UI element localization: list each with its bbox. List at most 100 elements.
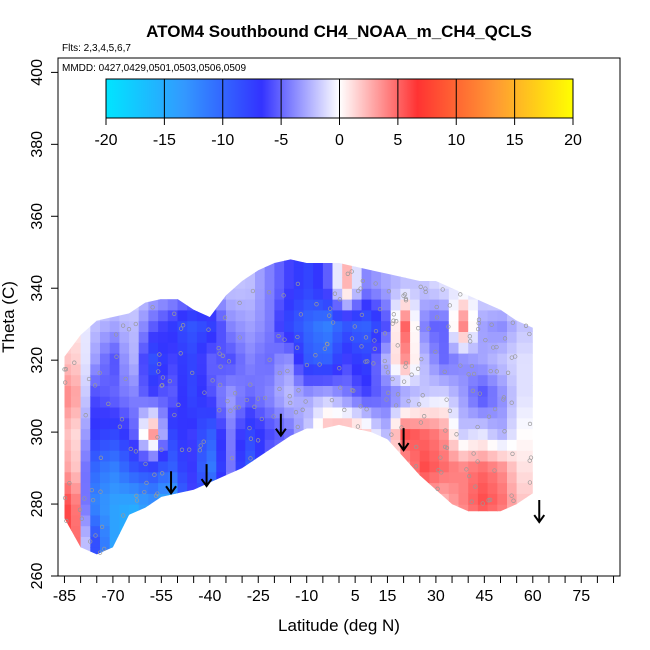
field-cell <box>410 353 421 365</box>
field-cell <box>400 482 411 494</box>
field-cell <box>177 482 188 494</box>
field-cell <box>158 385 169 397</box>
field-cell <box>264 259 275 268</box>
field-cell <box>206 331 217 343</box>
field-cell <box>255 353 266 365</box>
sample-point <box>447 408 453 413</box>
field-cell <box>80 471 91 484</box>
sample-point <box>372 346 377 351</box>
field-cell <box>497 309 508 322</box>
field-cell <box>419 439 430 451</box>
field-cell <box>400 417 411 430</box>
field-cell <box>526 471 533 484</box>
field-cell <box>264 547 275 555</box>
sample-point <box>423 286 428 291</box>
field-cell <box>332 471 343 484</box>
field-cell <box>100 277 111 289</box>
flight-arrow <box>533 500 546 524</box>
field-cell <box>138 460 149 473</box>
field-cell <box>419 525 430 537</box>
field-cell <box>264 406 275 419</box>
field-cell <box>468 504 479 516</box>
sample-point <box>458 292 463 297</box>
sample-point <box>328 306 333 311</box>
field-cell <box>119 266 130 278</box>
sample-point <box>469 499 474 504</box>
sample-point <box>391 318 396 323</box>
field-cell <box>138 309 149 322</box>
field-cell <box>129 428 140 440</box>
field-cell <box>458 299 469 311</box>
field-cell <box>477 396 489 408</box>
field-cell <box>226 514 237 527</box>
field-cell <box>458 450 469 462</box>
field-cell <box>429 525 440 537</box>
field-cell <box>216 493 227 505</box>
field-cell <box>64 514 72 527</box>
sample-point <box>295 345 300 350</box>
field-cell <box>361 342 372 354</box>
field-cell <box>129 374 140 386</box>
sample-point <box>467 334 472 339</box>
field-cell <box>419 471 430 484</box>
field-cell <box>322 277 334 289</box>
field-cell <box>264 320 275 332</box>
field-cell <box>284 277 295 289</box>
field-cell <box>381 417 392 430</box>
field-cell <box>322 406 334 419</box>
sample-point <box>63 367 69 372</box>
field-cell <box>274 460 285 473</box>
field-cell <box>196 363 208 376</box>
field-cell <box>177 309 188 322</box>
field-cell <box>64 439 72 451</box>
field-cell <box>206 309 217 322</box>
field-cell <box>245 536 256 548</box>
field-cell <box>507 266 518 278</box>
field-cell <box>148 471 159 484</box>
field-cell <box>70 266 82 278</box>
field-cell <box>90 259 101 268</box>
field-cell <box>448 504 460 516</box>
field-cell <box>361 320 372 332</box>
field-cell <box>507 363 518 376</box>
field-cell <box>178 558 188 569</box>
field-cell <box>313 450 324 462</box>
field-cell <box>216 547 227 555</box>
field-cell <box>304 245 314 256</box>
field-cell <box>478 558 488 569</box>
field-cell <box>371 320 382 332</box>
sample-point <box>63 380 68 385</box>
field-cell <box>468 266 479 278</box>
field-cell <box>119 525 130 537</box>
field-cell <box>197 245 207 256</box>
field-cell <box>361 266 372 278</box>
sample-point <box>359 344 364 349</box>
field-cell <box>352 245 362 256</box>
field-cell <box>390 288 401 300</box>
field-cell <box>158 558 168 569</box>
y-tick-label: 360 <box>29 203 46 230</box>
field-cell <box>196 374 208 386</box>
field-cell <box>352 558 362 569</box>
field-cell <box>448 288 460 300</box>
field-cell <box>245 353 256 365</box>
field-cell <box>313 245 323 256</box>
field-cell <box>206 406 217 419</box>
field-cell <box>400 504 411 516</box>
sample-point <box>393 403 399 408</box>
field-cell <box>381 245 391 256</box>
field-cell <box>80 547 91 555</box>
field-cell <box>429 504 440 516</box>
field-cell <box>235 547 246 555</box>
field-cell <box>274 493 285 505</box>
field-cell <box>70 309 82 322</box>
field-cell <box>264 396 275 408</box>
field-cell <box>274 450 285 462</box>
field-cell <box>342 439 353 451</box>
field-cell <box>342 385 353 397</box>
field-cell <box>264 471 275 484</box>
field-cell <box>293 259 305 268</box>
field-cell <box>332 385 343 397</box>
field-cell <box>216 309 227 322</box>
field-cell <box>264 331 275 343</box>
